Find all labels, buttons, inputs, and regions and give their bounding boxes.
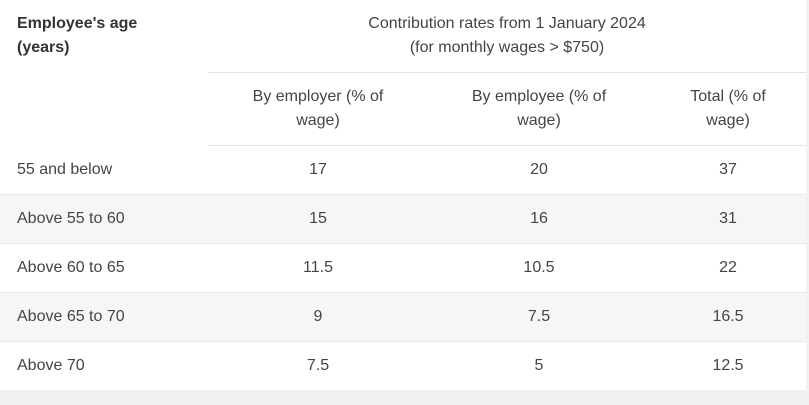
total-rate-cell: 31 [719,210,737,227]
total-rate-cell: 16.5 [712,308,744,325]
employee-rate-cell: 20 [530,161,548,178]
employer-column-header: By employer (% of wage) [208,72,428,146]
table-row: Above 65 to 70 9 7.5 16.5 [0,292,807,342]
employer-rate-cell: 7.5 [306,357,330,375]
employer-rate-cell: 9 [313,308,323,325]
page-background-strip [0,390,809,405]
employer-rate-cell: 11.5 [303,259,333,276]
age-cell: Above 65 to 70 [17,308,125,325]
employee-rate-cell: 16 [530,210,548,227]
employer-rate-cell: 15 [309,210,327,227]
employee-rate-cell: 5 [534,357,544,375]
total-rate-cell: 22 [719,259,737,276]
age-cell: Above 55 to 60 [17,210,125,227]
age-cell: 55 and below [17,160,113,178]
group-header-line2: (for monthly wages > $750) [409,39,605,56]
table-row: Above 60 to 65 11.5 10.5 22 [0,244,807,293]
header-row-2: By employer (% of wage) By employee (% o… [0,72,807,146]
total-rate-cell: 12.5 [712,357,744,375]
employee-rate-cell: 10.5 [523,259,555,276]
age-column-header: Employee's age (years) [0,0,208,146]
header-row-1: Employee's age (years) Contribution rate… [0,0,807,73]
employee-column-header: By employee (% of wage) [428,72,650,146]
employee-rate-cell: 7.5 [527,308,551,325]
table-row: Above 70 7.5 5 12.5 [0,342,806,391]
age-header-line2: (years) [17,39,70,56]
employer-rate-cell: 17 [309,161,327,178]
age-header-line1: Employee's age [17,15,138,32]
age-cell: Above 70 [17,357,85,375]
table-row: Above 55 to 60 15 16 31 [0,194,807,244]
table-row: 55 and below 17 20 37 [0,146,807,195]
total-rate-cell: 37 [719,161,737,178]
total-column-header: Total (% of wage) [650,72,807,146]
group-header-line1: Contribution rates from 1 January 2024 [368,15,646,32]
contribution-group-header: Contribution rates from 1 January 2024 (… [208,0,807,73]
age-cell: Above 60 to 65 [17,259,125,276]
contribution-rates-table: Employee's age (years) Contribution rate… [0,0,807,391]
contribution-rates-panel: Employee's age (years) Contribution rate… [0,0,807,391]
